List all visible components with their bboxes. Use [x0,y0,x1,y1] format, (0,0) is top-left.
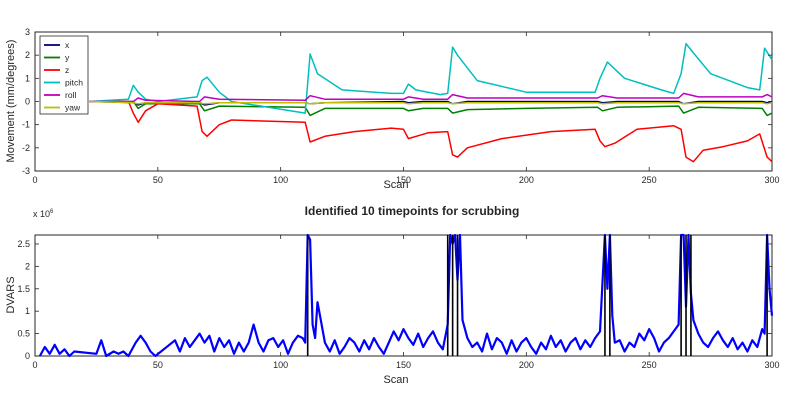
y-tick-label: 0.5 [17,329,30,339]
y-tick-label: 2 [25,261,30,271]
x-tick-label: 300 [764,360,779,370]
dvars-chart-title: Identified 10 timepoints for scrubbing [305,204,520,218]
legend-label-yaw: yaw [65,103,81,113]
x-tick-label: 300 [764,175,779,185]
x-tick-label: 250 [642,360,657,370]
series-line-DVARS [38,233,774,358]
y-tick-label: 0 [25,351,30,361]
x-tick-label: 200 [519,175,534,185]
dvars-y-exponent-power: 6 [50,209,54,215]
series-line-z [89,100,773,163]
dvars-plot-area [34,234,773,357]
y-tick-label: 1 [25,73,30,83]
series-line-y [89,100,773,117]
x-tick-label: 150 [396,360,411,370]
movement-y-axis-label: Movement (mm/degrees) [5,40,17,163]
x-tick-label: 200 [519,360,534,370]
x-tick-label: 150 [396,175,411,185]
x-tick-label: 0 [32,360,37,370]
y-tick-label: 2 [25,50,30,60]
y-tick-label: -3 [22,166,30,176]
x-tick-label: 100 [273,175,288,185]
legend-box [39,35,89,115]
dvars-x-axis-label: Scan [383,374,408,386]
y-tick-label: 1.5 [17,284,30,294]
movement-chart: 0 50 100 150 200 250 300 -3 -2 -1 0 1 2 3 Scan Moveme… [5,27,780,191]
y-tick-label: -1 [22,120,30,130]
movement-x-axis-label: Scan [383,179,408,191]
dvars-y-axis-label: DVARS [5,276,17,313]
legend-label-y: y [65,53,70,63]
dvars-series-group [38,233,774,358]
movement-legend: xyz pitch roll yaw [39,35,89,115]
legend-label-x: x [65,40,70,50]
dvars-y-exponent-base: x 10 [33,209,50,219]
movement-ticks: 0 50 100 150 200 250 300 -3 -2 -1 0 1 2 3 [22,27,780,185]
x-tick-label: 50 [153,175,163,185]
y-tick-label: 1 [25,306,30,316]
dvars-ticks: 0 50 100 150 200 250 300 0 0.5 1 1.5 2 2.5 [17,235,780,370]
y-tick-label: -2 [22,143,30,153]
legend-label-pitch: pitch [65,78,83,88]
y-tick-label: 2.5 [17,239,30,249]
dvars-y-exponent: x 106 [33,209,54,219]
dvars-chart: Identified 10 timepoints for scrubbing 0… [5,204,780,386]
x-tick-label: 50 [153,360,163,370]
y-tick-label: 3 [25,27,30,37]
series-line-pitch [88,42,773,114]
x-tick-label: 100 [273,360,288,370]
movement-series-group [88,42,773,163]
x-tick-label: 250 [642,175,657,185]
y-tick-label: 0 [25,97,30,107]
series-line-yaw [88,100,773,105]
x-tick-label: 0 [32,175,37,185]
legend-label-z: z [65,65,69,75]
series-line-roll [89,92,773,103]
legend-label-roll: roll [65,90,76,100]
